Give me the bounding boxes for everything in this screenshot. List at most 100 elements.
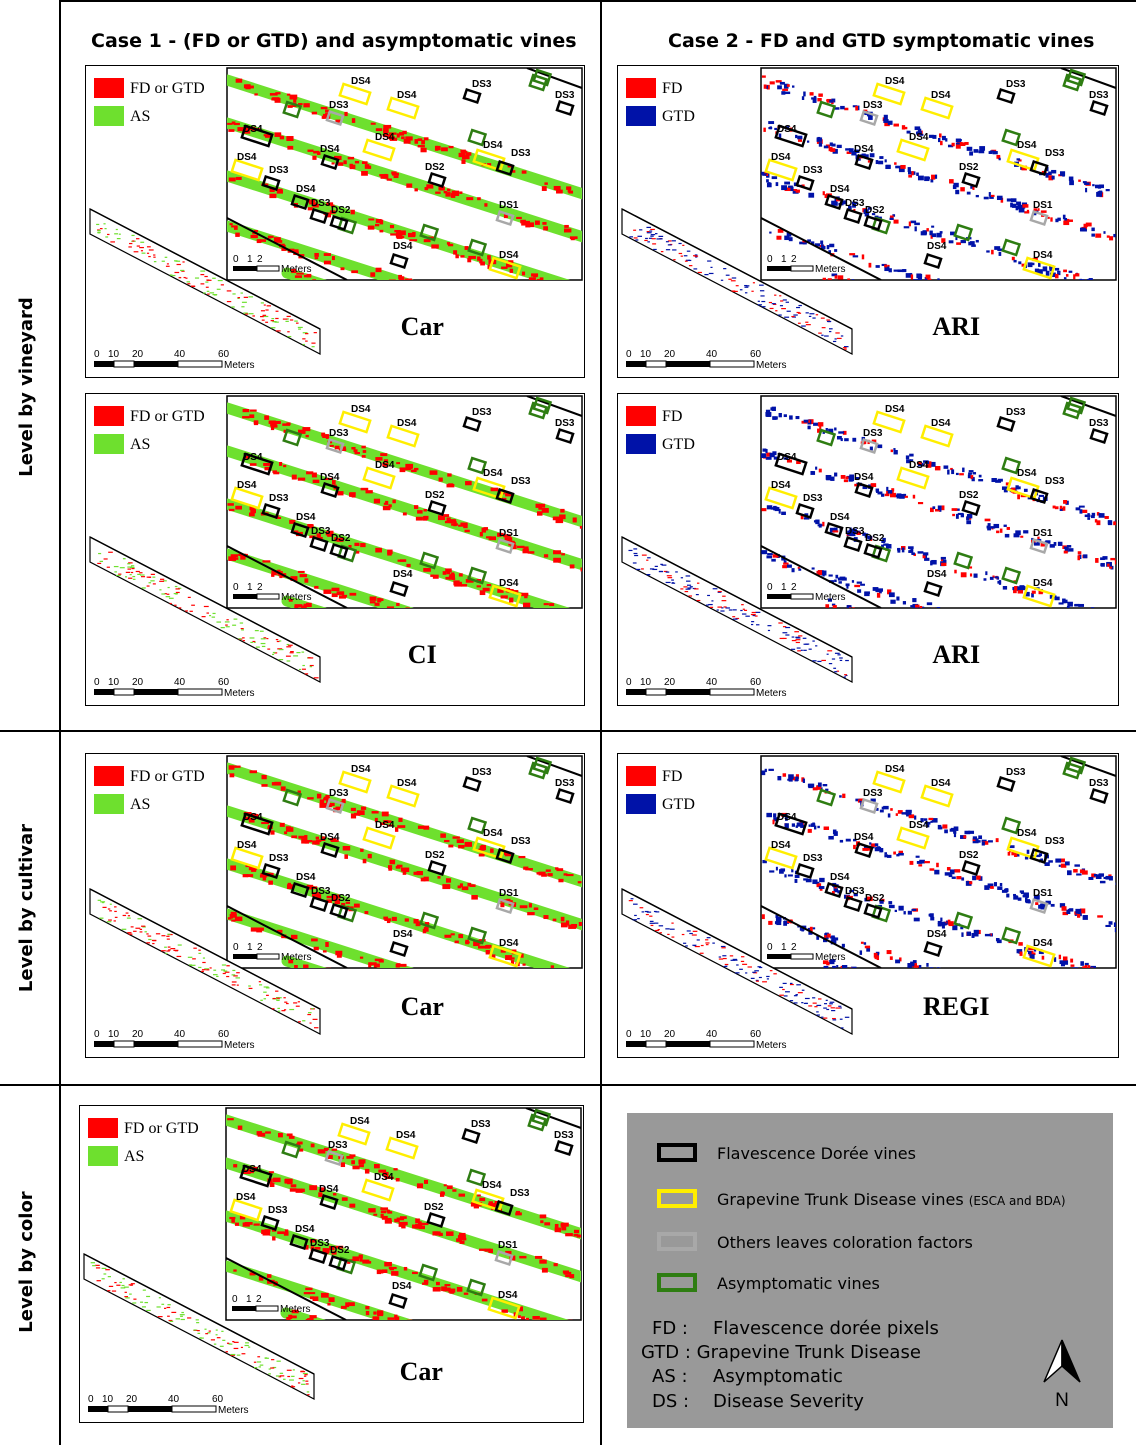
overview-pixel <box>647 241 650 243</box>
class-pixel <box>806 140 810 143</box>
class-pixel <box>1074 604 1080 607</box>
fd-gtd-pixel <box>227 503 234 506</box>
class-pixel <box>919 273 923 278</box>
class-pixel <box>771 406 776 411</box>
fd-gtd-pixel <box>362 1259 370 1264</box>
class-pixel <box>1004 629 1009 632</box>
class-pixel <box>1088 278 1093 280</box>
class-pixel <box>1001 1019 1007 1022</box>
fd-gtd-pixel <box>375 457 383 461</box>
disease-severity-label: DS3 <box>472 79 492 90</box>
class-pixel <box>881 619 885 623</box>
overview-pixel <box>696 939 700 941</box>
overview-pixel <box>220 284 224 286</box>
fd-gtd-pixel <box>444 934 452 938</box>
class-pixel <box>1020 891 1025 895</box>
disease-severity-label: DS2 <box>959 850 979 861</box>
fd-box <box>774 124 808 148</box>
fd-gtd-pixel <box>402 130 407 135</box>
class-pixel <box>1114 559 1116 565</box>
class-pixel <box>917 128 922 133</box>
fd-gtd-pixel <box>476 329 480 333</box>
class-pixel <box>766 452 771 457</box>
fd-gtd-pixel <box>539 1259 547 1264</box>
fd-gtd-pixel <box>451 523 458 526</box>
class-pixel <box>953 826 959 831</box>
overview-pixel <box>821 334 824 336</box>
fd-gtd-pixel <box>342 974 345 979</box>
overview-pixel <box>167 946 171 948</box>
class-pixel <box>1018 208 1025 213</box>
scale-tick-label: 1 <box>781 582 787 593</box>
class-pixel <box>919 605 923 608</box>
fd-gtd-pixel <box>491 307 498 309</box>
class-pixel <box>847 969 850 973</box>
overview-pixel <box>757 304 763 306</box>
overview-pixel <box>302 332 308 334</box>
overview-pixel <box>289 652 294 654</box>
fd-gtd-pixel <box>424 620 430 625</box>
class-pixel <box>992 151 998 155</box>
overview-pixel <box>844 674 847 676</box>
fd-gtd-pixel <box>479 258 483 264</box>
overview-pixel <box>130 1284 133 1286</box>
overview-pixel <box>298 328 301 330</box>
fd-box <box>427 171 447 189</box>
fd-gtd-pixel <box>282 244 286 248</box>
class-pixel <box>856 615 861 619</box>
class-pixel <box>1062 911 1069 916</box>
class-pixel <box>886 854 892 858</box>
fd-box <box>289 1233 309 1251</box>
fd-gtd-pixel <box>307 797 314 800</box>
overview-pixel <box>761 300 766 303</box>
scale-tick-label: 40 <box>706 349 718 360</box>
class-pixel <box>948 921 954 927</box>
disease-severity-label: DS3 <box>510 1188 530 1199</box>
fd-gtd-pixel <box>242 131 251 134</box>
fd-gtd-pixel <box>560 1222 569 1227</box>
fd-gtd-pixel <box>373 498 381 504</box>
fd-gtd-pixel <box>396 1217 405 1221</box>
overview-pixel <box>794 631 800 633</box>
fd-gtd-pixel <box>461 584 468 587</box>
overview-pixel <box>773 973 777 975</box>
class-pixel <box>1014 665 1017 667</box>
fd-gtd-pixel <box>231 1218 235 1223</box>
class-pixel <box>1044 677 1046 681</box>
class-pixel <box>1025 591 1030 597</box>
fd-gtd-pixel <box>344 111 348 117</box>
class-pixel <box>979 298 985 300</box>
fd-gtd-pixel <box>324 612 328 617</box>
overview-pixel <box>815 314 819 316</box>
scale-tick-label: 2 <box>791 582 797 593</box>
overview-pixel <box>187 956 193 958</box>
overview-pixel <box>831 658 836 660</box>
class-pixel <box>763 127 766 132</box>
fd-gtd-pixel <box>500 1006 503 1010</box>
class-pixel <box>1041 1031 1044 1033</box>
fd-gtd-pixel <box>261 1229 266 1235</box>
gtd-box <box>764 486 798 510</box>
class-pixel <box>1018 942 1023 946</box>
class-pixel <box>993 523 1000 529</box>
overview-pixel <box>185 610 188 612</box>
class-pixel <box>1038 669 1042 673</box>
class-pixel <box>761 914 765 920</box>
overview-pixel <box>826 320 832 323</box>
disease-severity-label: DS3 <box>269 493 289 504</box>
class-pixel <box>919 133 924 136</box>
fd-gtd-pixel <box>420 1352 424 1356</box>
fd-gtd-pixel <box>313 150 320 154</box>
class-pixel <box>969 981 971 985</box>
class-pixel <box>1055 218 1059 223</box>
fd-gtd-pixel <box>342 613 349 617</box>
class-pixel <box>1013 338 1018 341</box>
scale-tick-label: 10 <box>640 677 652 688</box>
fd-gtd-pixel <box>560 916 565 922</box>
fd-gtd-pixel <box>565 1233 573 1237</box>
class-pixel <box>1080 327 1084 331</box>
class-pixel <box>847 280 850 283</box>
overview-pixel <box>829 1003 833 1005</box>
fd-gtd-pixel <box>336 953 342 958</box>
fd-gtd-pixel <box>273 471 280 475</box>
